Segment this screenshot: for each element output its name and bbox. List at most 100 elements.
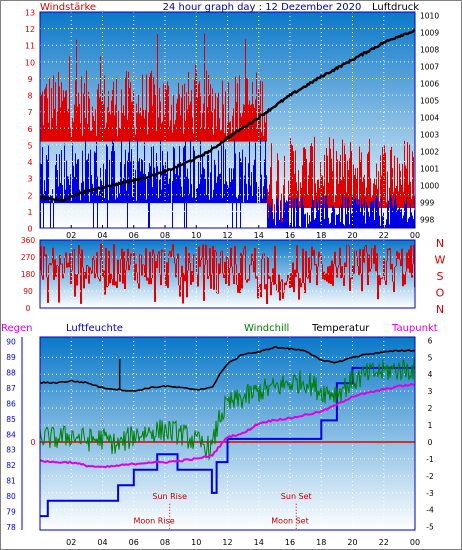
weather-x-tick-label: 10 (191, 538, 201, 547)
weather-legend: Regen Luftfeuchte Windchill Temperatur Taupu… (1, 323, 438, 334)
pressure-right-tick-label: 1006 (420, 79, 439, 88)
temperature-line (39, 345, 416, 392)
humidity-tick-label: 84 (6, 430, 16, 439)
weather-x-tick-label: 04 (97, 538, 107, 547)
direction-tick-label: 0 (26, 304, 31, 313)
humidity-tick-label: 86 (6, 399, 16, 408)
wind-x-tick-label: 18 (316, 231, 326, 240)
temperature-tick-label: -2 (426, 472, 434, 481)
wind-left-tick-label: 11 (25, 42, 35, 51)
humidity-tick-label: 82 (6, 461, 16, 470)
wind-x-tick-label: 22 (379, 231, 389, 240)
humidity-tick-label: 90 (6, 338, 16, 347)
weather-panel-frame (39, 336, 416, 531)
weather-series (39, 345, 416, 518)
pressure-right-tick-label: 1009 (420, 28, 439, 37)
wind-left-tick-label: 5 (27, 141, 32, 150)
wind-x-tick-label: 08 (160, 231, 170, 240)
compass-label: W (435, 254, 446, 267)
direction-tick-label: 90 (23, 287, 33, 296)
humidity-tick-label: 89 (6, 353, 16, 362)
rain-tick-label: 0 (30, 438, 35, 447)
annotation-label: Moon Rise (133, 517, 174, 526)
pressure-right-tick-label: 1004 (420, 113, 439, 122)
wind-left-tick-label: 0 (27, 225, 32, 234)
wind-left-tick-label: 12 (25, 25, 35, 34)
weather-x-tick-label: 16 (285, 538, 295, 547)
wind-x-tick-label: 02 (66, 231, 76, 240)
humidity-tick-label: 83 (6, 446, 16, 455)
direction-tick-label: 360 (21, 236, 36, 245)
wind-grid (40, 12, 416, 228)
wind-x-tick-label: 14 (254, 231, 264, 240)
wind-left-tick-label: 1 (27, 208, 32, 217)
header-title: 24 hour graph day : 12 Dezember 2020 (163, 2, 362, 13)
annotation-label: Sun Set (281, 492, 312, 501)
pressure-right-tick-label: 1003 (420, 130, 439, 139)
pressure-right-tick-label: 998 (420, 215, 435, 224)
temperature-tick-label: -5 (426, 523, 434, 532)
wind-left-tick-label: 4 (27, 158, 32, 167)
dewpoint-line (39, 383, 416, 469)
direction-panel-frame (39, 239, 416, 309)
weather-x-tick-label: 18 (316, 538, 326, 547)
wind-x-tick-label: 00 (410, 231, 420, 240)
weather-x-tick-label: 12 (222, 538, 232, 547)
compass-label: N (436, 303, 444, 316)
legend-entry: Windchill (244, 323, 289, 334)
temperature-tick-label: 1 (428, 421, 433, 430)
temperature-tick-label: 2 (428, 404, 433, 413)
pressure-right-tick-label: 1005 (420, 96, 439, 105)
weather-x-tick-label: 14 (254, 538, 264, 547)
weather-x-tick-label: 22 (379, 538, 389, 547)
humidity-tick-label: 81 (6, 477, 16, 486)
header-right-label: Luftdruck (372, 2, 419, 13)
humidity-tick-label: 79 (6, 507, 16, 516)
wind-left-tick-label: 10 (25, 58, 35, 67)
annotation-label: Sun Rise (152, 492, 187, 501)
temperature-tick-label: 3 (428, 387, 433, 396)
wind-x-tick-label: 10 (191, 231, 201, 240)
header-left-label: Windstärke (40, 2, 96, 13)
weather-x-tick-label: 08 (160, 538, 170, 547)
direction-tick-label: 270 (21, 253, 36, 262)
wind-left-tick-label: 6 (27, 125, 32, 134)
temperature-tick-label: 0 (428, 438, 433, 447)
wind-x-tick-label: 04 (97, 231, 107, 240)
annotation-label: Moon Set (271, 517, 308, 526)
wind-x-tick-label: 06 (129, 231, 139, 240)
humidity-line (40, 366, 415, 518)
weather-x-tick-label: 20 (347, 538, 357, 547)
windchill-line (39, 357, 416, 461)
wind-x-tick-label: 16 (285, 231, 295, 240)
weather-annotations: Sun Rise Sun Set Moon Rise Moon Set (133, 492, 312, 530)
temperature-tick-label: 6 (428, 336, 433, 345)
compass-label: N (436, 237, 444, 250)
wind-left-tick-label: 3 (27, 175, 32, 184)
humidity-tick-label: 87 (6, 384, 16, 393)
humidity-tick-label: 88 (6, 369, 16, 378)
weather-x-tick-label: 06 (129, 538, 139, 547)
legend-entry: Temperatur (311, 323, 370, 334)
compass-label: S (437, 270, 444, 283)
weather-x-tick-label: 02 (66, 538, 76, 547)
wind-axes: 0123456789101112139989991000100110021003… (25, 9, 439, 241)
humidity-tick-label: 80 (6, 492, 16, 501)
pressure-right-tick-label: 1001 (420, 164, 439, 173)
legend-entry: Regen (1, 323, 33, 334)
humidity-tick-label: 78 (6, 523, 16, 532)
temperature-tick-label: -1 (426, 455, 434, 464)
wind-x-tick-label: 12 (222, 231, 232, 240)
wind-left-tick-label: 2 (27, 191, 32, 200)
pressure-right-tick-label: 1008 (420, 45, 439, 54)
direction-tick-label: 180 (21, 270, 36, 279)
pressure-right-tick-label: 1000 (420, 181, 439, 190)
pressure-line (39, 28, 416, 203)
wind-x-tick-label: 20 (347, 231, 357, 240)
temperature-tick-label: -4 (426, 506, 434, 515)
legend-entry: Luftfeuchte (66, 323, 123, 334)
wind-left-tick-label: 8 (27, 92, 32, 101)
temperature-tick-label: -3 (426, 489, 434, 498)
